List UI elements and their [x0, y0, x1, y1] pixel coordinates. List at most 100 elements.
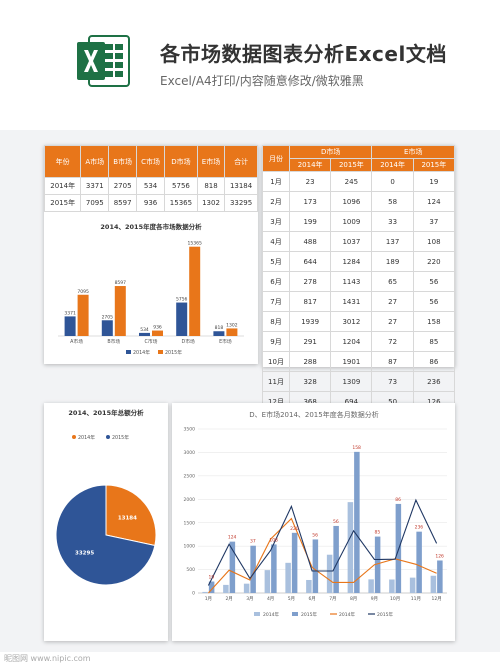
table-cell: 173 — [289, 191, 332, 212]
table-cell: 1096 — [330, 191, 373, 212]
table-cell: 23 — [289, 171, 332, 192]
legend-label: 2015年 — [112, 434, 129, 441]
data-label: 158 — [352, 445, 361, 451]
bar-2014年 — [264, 570, 271, 593]
table-cell: 13184 — [224, 177, 258, 195]
bar-2015年 — [416, 531, 422, 593]
pie-slice — [55, 484, 156, 586]
y-tick-label: 1500 — [184, 520, 196, 526]
column-header: C市场 — [136, 145, 166, 178]
table-cell: 85 — [412, 331, 456, 352]
table-cell: 2014年 — [43, 177, 82, 195]
bar-2014年 — [306, 579, 312, 593]
table-cell: 37 — [412, 211, 456, 232]
table-cell: 72 — [371, 331, 414, 352]
legend-label: 2015年 — [165, 349, 182, 356]
table-cell: 7095 — [80, 194, 110, 212]
data-label: 37 — [250, 539, 256, 545]
bar-2014年 — [389, 579, 395, 593]
bar-2014年 — [326, 554, 333, 593]
legend-swatch — [106, 435, 110, 439]
x-tick-label: 5月 — [288, 596, 295, 602]
table-cell: 278 — [289, 271, 332, 292]
slice-label: 13184 — [118, 516, 137, 522]
table-cell: 10月 — [261, 351, 291, 372]
year-header: 2015年 — [330, 158, 373, 172]
x-tick-label: 1月 — [205, 596, 212, 602]
table-cell: 4月 — [261, 231, 291, 252]
table-cell: 6月 — [261, 271, 291, 292]
table-cell: 33 — [371, 211, 414, 232]
table-row: 8月 1939 3012 27 158 — [261, 311, 456, 332]
bar-2015年 — [312, 539, 319, 593]
bar-2015年 — [208, 581, 215, 593]
footer: 昵图网 www.nipic.com — [0, 652, 500, 666]
y-tick-label: 500 — [186, 567, 195, 573]
bar-2015年 — [189, 246, 201, 336]
x-tick-label: 8月 — [350, 596, 357, 602]
table-cell: 158 — [412, 311, 456, 332]
table-row: 2015年 7095 8597 936 15365 1302 33295 — [43, 194, 258, 212]
data-label: 8597 — [115, 280, 127, 286]
legend-swatch — [254, 612, 260, 616]
legend-label: 2015年 — [301, 611, 317, 618]
y-tick-label: 3000 — [184, 450, 196, 456]
slice-label: 33295 — [75, 550, 94, 556]
y-tick-label: 0 — [192, 591, 195, 597]
table-row: 6月 278 1143 65 56 — [261, 271, 456, 292]
bar-2014年 — [213, 331, 225, 336]
table-cell: 137 — [371, 231, 414, 252]
bar-2015年 — [354, 451, 360, 593]
x-tick-label: 10月 — [390, 596, 400, 602]
table-cell: 245 — [330, 171, 373, 192]
bar-2014年 — [409, 577, 416, 593]
table-cell: 534 — [136, 177, 166, 195]
table-cell: 124 — [412, 191, 456, 212]
market-bar-chart: 2014、2015年度各市场数据分析 3371 7095 A市场 2705 8597 B市场… — [58, 222, 244, 356]
data-label: 220 — [290, 526, 299, 532]
bar-2015年 — [226, 328, 238, 336]
x-tick-label: 11月 — [411, 596, 421, 602]
legend-label: 2014年 — [263, 611, 279, 618]
bar-2014年 — [347, 502, 354, 593]
legend-swatch — [72, 435, 76, 439]
bar-2014年 — [202, 591, 208, 593]
table-cell: 27 — [371, 291, 414, 312]
bar-2015年 — [271, 544, 277, 593]
table-cell: 1302 — [196, 194, 226, 212]
data-label: 108 — [269, 537, 278, 543]
table-row: 4月 488 1037 137 108 — [261, 231, 456, 252]
monthly-table: 月份 D市场 E市场 2014年 2015年 2014年 2015年 1月 23 2… — [261, 145, 456, 412]
page-subtitle: Excel/A4打印/内容随意修改/微软雅黑 — [160, 74, 364, 88]
table-cell: 15365 — [164, 194, 198, 212]
column-header: 合计 — [224, 145, 258, 178]
monthly-combo-card: D、E市场2014、2015年度各月数据分析 0 500 1000 1500 2000 25… — [172, 403, 455, 641]
table-cell: 86 — [412, 351, 456, 372]
data-label: 15365 — [188, 241, 202, 247]
data-label: 85 — [375, 530, 381, 536]
table-cell: 2705 — [108, 177, 138, 195]
table-cell: 488 — [289, 231, 332, 252]
table-cell: 7月 — [261, 291, 291, 312]
data-label: 56 — [333, 519, 339, 525]
table-row: 3月 199 1009 33 37 — [261, 211, 456, 232]
data-label: 236 — [415, 525, 424, 531]
x-tick-label: 7月 — [329, 596, 336, 602]
y-tick-label: 1000 — [184, 544, 196, 550]
table-cell: 328 — [289, 371, 332, 392]
table-cell: 817 — [289, 291, 332, 312]
data-label: 5756 — [176, 297, 188, 303]
page-title: 各市场数据图表分析Excel文档 — [160, 42, 447, 66]
table-cell: 58 — [371, 191, 414, 212]
data-label: 818 — [215, 325, 224, 331]
table-cell: 1284 — [330, 251, 373, 272]
x-tick-label: 2月 — [225, 596, 232, 602]
bar-2014年 — [430, 575, 437, 593]
table-cell: 1939 — [289, 311, 332, 332]
data-label: 86 — [395, 497, 401, 503]
table-header-row: 年份 A市场 B市场 C市场 D市场 E市场 合计 — [43, 145, 258, 178]
table-cell: 9月 — [261, 331, 291, 352]
table-cell: 236 — [412, 371, 456, 392]
legend-swatch — [158, 350, 163, 354]
year-header: 2014年 — [289, 158, 332, 172]
